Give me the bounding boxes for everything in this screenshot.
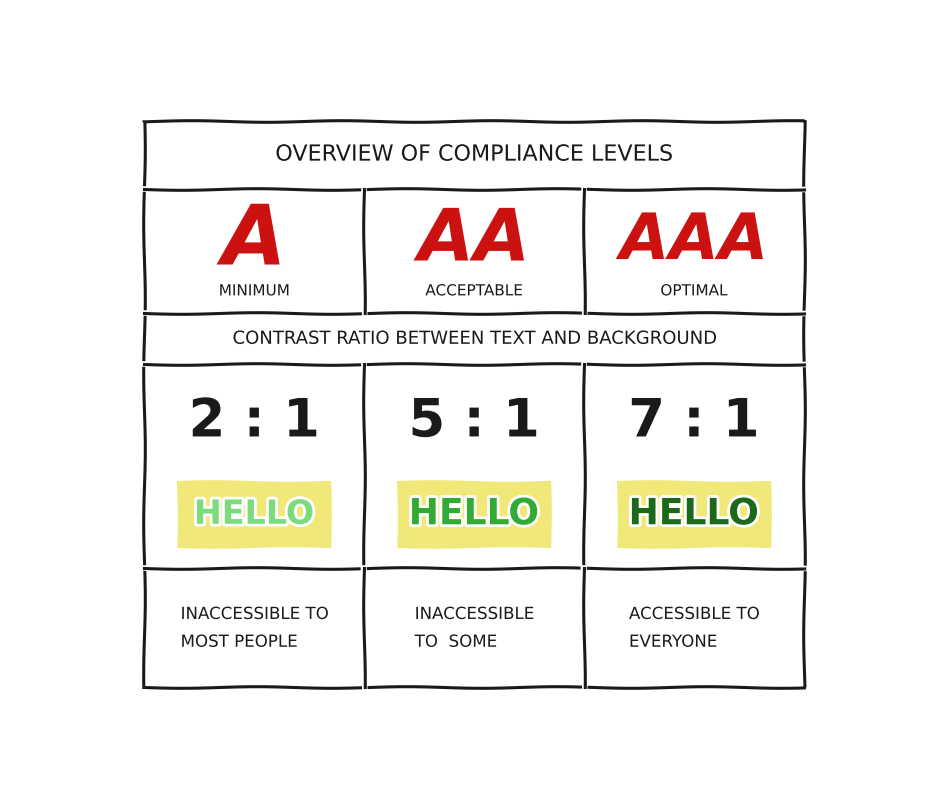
- Text: 7 : 1: 7 : 1: [628, 395, 759, 447]
- Text: MINIMUM: MINIMUM: [218, 283, 290, 298]
- Text: OPTIMAL: OPTIMAL: [660, 283, 727, 298]
- Text: INACCESSIBLE
TO  SOME: INACCESSIBLE TO SOME: [414, 605, 534, 650]
- Text: AA: AA: [418, 206, 530, 275]
- Text: HELLO: HELLO: [194, 498, 314, 530]
- Text: ACCEPTABLE: ACCEPTABLE: [426, 283, 523, 298]
- Text: HELLO: HELLO: [629, 498, 759, 531]
- Bar: [178, 481, 331, 548]
- Text: INACCESSIBLE TO
MOST PEOPLE: INACCESSIBLE TO MOST PEOPLE: [180, 605, 327, 650]
- Text: HELLO: HELLO: [409, 498, 539, 531]
- Text: CONTRAST RATIO BETWEEN TEXT AND BACKGROUND: CONTRAST RATIO BETWEEN TEXT AND BACKGROU…: [232, 330, 716, 348]
- Text: AAA: AAA: [620, 210, 768, 272]
- Text: 2 : 1: 2 : 1: [189, 395, 320, 447]
- Text: A: A: [222, 201, 287, 282]
- Bar: [397, 481, 551, 548]
- Text: 5 : 1: 5 : 1: [409, 395, 539, 447]
- Bar: [617, 481, 771, 548]
- Text: ACCESSIBLE TO
EVERYONE: ACCESSIBLE TO EVERYONE: [629, 605, 758, 650]
- Text: OVERVIEW OF COMPLIANCE LEVELS: OVERVIEW OF COMPLIANCE LEVELS: [276, 145, 672, 165]
